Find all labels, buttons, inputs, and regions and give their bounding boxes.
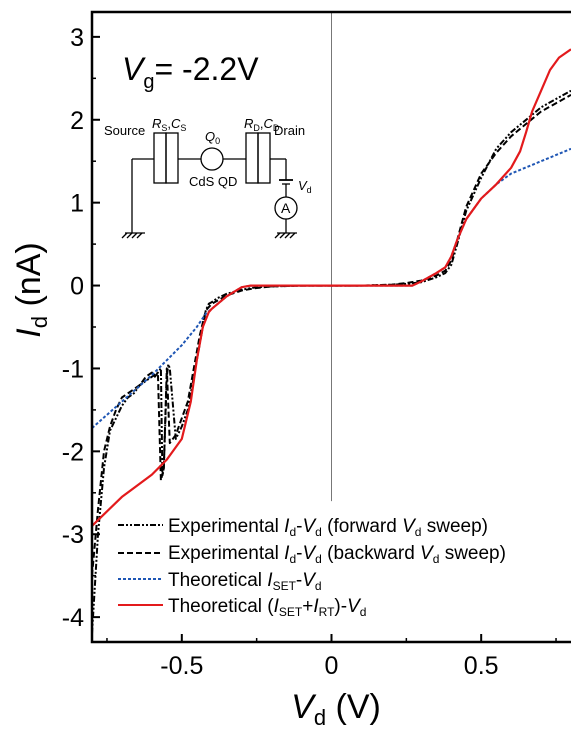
circuit-inset-labels: Source Drain CdS QD RS,CS RD,CD Q0 Vd A [104,116,312,216]
y-tick-label: -1 [62,355,84,383]
q0-label: Q0 [205,129,220,146]
y-tick-label: -3 [62,521,84,549]
drain-junction-right [257,132,271,184]
rd-cd-label: RD,CD [244,116,280,133]
legend-entry-forward: Experimental Id-Vd (forward Vd sweep) [168,516,488,539]
gate-voltage-label: Vg= -2.2V [122,51,259,93]
rs-cs-label: RS,CS [152,116,186,133]
ammeter-label: A [281,200,291,216]
circuit-inset [121,132,298,239]
vd-inset-label: Vd [298,178,312,195]
qd-label: CdS QD [189,174,237,189]
tick-labels: -4 -3 -2 -1 0 1 2 3 -0.5 0 0.5 [62,24,499,680]
source-junction-right [165,132,179,184]
legend-entry-set-rt: Theoretical (ISET+IRT)-Vd [168,596,366,619]
x-axis-title: Vd (V) [291,688,381,730]
legend: Experimental Id-Vd (forward Vd sweep) Ex… [118,516,506,619]
y-tick-label: 1 [70,190,84,218]
y-tick-label: 3 [70,24,84,52]
y-axis-title: Id (nA) [10,242,52,337]
source-label: Source [104,123,145,138]
x-tick-label: 0 [325,652,339,680]
x-tick-label: 0.5 [464,652,499,680]
legend-entry-backward: Experimental Id-Vd (backward Vd sweep) [168,543,506,566]
y-tick-label: -2 [62,438,84,466]
y-tick-label: -4 [62,604,84,632]
x-tick-label: -0.5 [160,652,203,680]
source-ground-hatch [121,232,128,239]
legend-entry-set: Theoretical ISET-Vd [168,570,322,593]
series-layer [91,48,571,634]
series-line-theoretical-set-rt [91,48,571,527]
drain-label: Drain [274,123,305,138]
y-tick-label: 2 [70,107,84,135]
y-tick-label: 0 [70,273,84,301]
plot-frame [90,10,571,644]
